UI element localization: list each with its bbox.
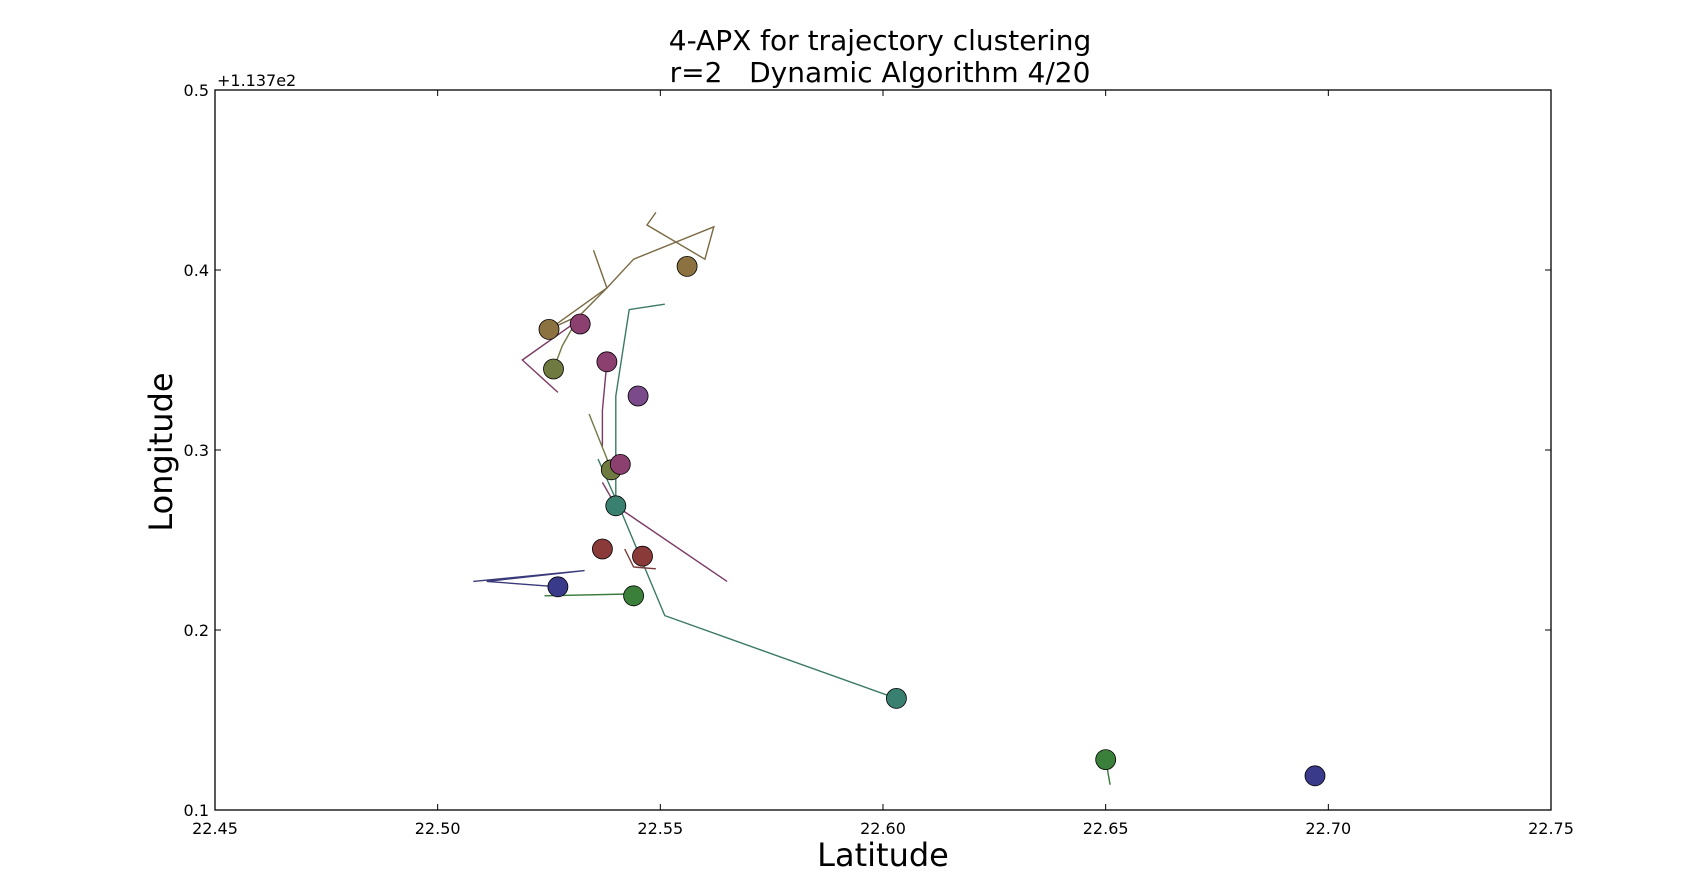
y-tick-label: 0.3 [184,441,209,460]
trajectory-line [615,303,665,506]
cluster-center-marker [632,545,653,567]
y-tick-label: 0.4 [184,261,209,280]
cluster-center-marker [538,318,560,340]
cluster-center-marker [676,255,698,277]
cluster-center-marker [569,313,591,335]
x-tick-label: 22.70 [1305,819,1351,838]
cluster-center-marker [609,453,631,475]
cluster-center-marker [1095,749,1117,770]
plot-area [214,89,1552,811]
trajectory-line [624,548,656,570]
y-tick-label: 0.1 [184,801,209,820]
cluster-center-marker [596,351,618,373]
markers [538,255,1326,787]
x-tick-label: 22.45 [192,819,238,838]
y-tick-label: 0.2 [184,621,209,640]
cluster-center-marker [627,385,649,407]
x-axis-label: Latitude [817,836,949,874]
y-axis-label: Longitude [142,372,180,531]
cluster-center-marker [623,585,644,607]
y-ticks: 0.1 0.2 0.3 0.4 0.5 [184,81,1551,820]
x-tick-label: 22.50 [415,819,461,838]
y-tick-label: 0.5 [184,81,209,100]
x-tick-label: 22.75 [1528,819,1574,838]
trajectory-line [521,321,577,393]
trajectory-line [473,569,585,588]
chart-title: 4-APX for trajectory clustering [669,24,1092,57]
x-tick-label: 22.55 [637,819,683,838]
cluster-center-marker [886,688,907,709]
x-tick-label: 22.65 [1083,819,1129,838]
y-offset-label: +1.137e2 [217,71,296,90]
cluster-center-marker [1304,765,1326,787]
chart-subtitle: r=2 Dynamic Algorithm 4/20 [670,56,1091,89]
trajectory-line [548,249,608,331]
cluster-center-marker [547,576,569,598]
trajectory-line [601,361,608,447]
cluster-center-marker [592,538,613,560]
x-tick-label: 22.60 [860,819,906,838]
x-ticks: 22.45 22.50 22.55 22.60 22.65 22.70 22.75 [192,90,1574,838]
cluster-center-marker [543,358,564,380]
cluster-center-marker [605,495,627,517]
